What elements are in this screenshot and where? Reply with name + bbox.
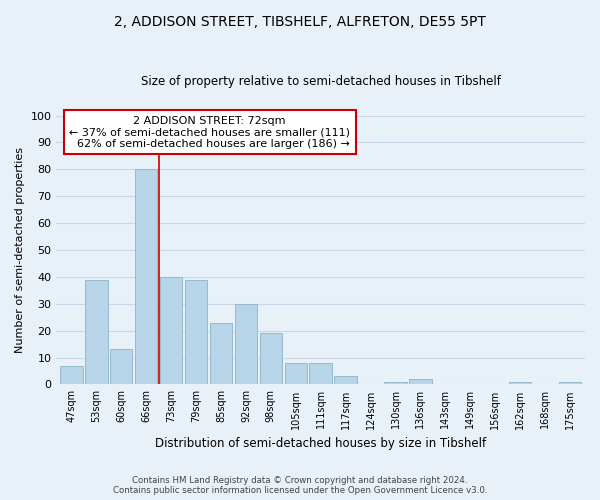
X-axis label: Distribution of semi-detached houses by size in Tibshelf: Distribution of semi-detached houses by … — [155, 437, 486, 450]
Bar — [160, 277, 182, 384]
Bar — [509, 382, 532, 384]
Y-axis label: Number of semi-detached properties: Number of semi-detached properties — [15, 147, 25, 353]
Text: 2 ADDISON STREET: 72sqm
← 37% of semi-detached houses are smaller (111)
  62% of: 2 ADDISON STREET: 72sqm ← 37% of semi-de… — [69, 116, 350, 149]
Bar — [210, 322, 232, 384]
Text: 2, ADDISON STREET, TIBSHELF, ALFRETON, DE55 5PT: 2, ADDISON STREET, TIBSHELF, ALFRETON, D… — [114, 15, 486, 29]
Bar — [235, 304, 257, 384]
Title: Size of property relative to semi-detached houses in Tibshelf: Size of property relative to semi-detach… — [141, 75, 500, 88]
Text: Contains HM Land Registry data © Crown copyright and database right 2024.
Contai: Contains HM Land Registry data © Crown c… — [113, 476, 487, 495]
Bar — [284, 363, 307, 384]
Bar — [559, 382, 581, 384]
Bar — [135, 170, 157, 384]
Bar — [409, 379, 431, 384]
Bar — [185, 280, 207, 384]
Bar — [334, 376, 357, 384]
Bar — [85, 280, 107, 384]
Bar — [110, 350, 133, 384]
Bar — [384, 382, 407, 384]
Bar — [310, 363, 332, 384]
Bar — [260, 334, 282, 384]
Bar — [60, 366, 83, 384]
